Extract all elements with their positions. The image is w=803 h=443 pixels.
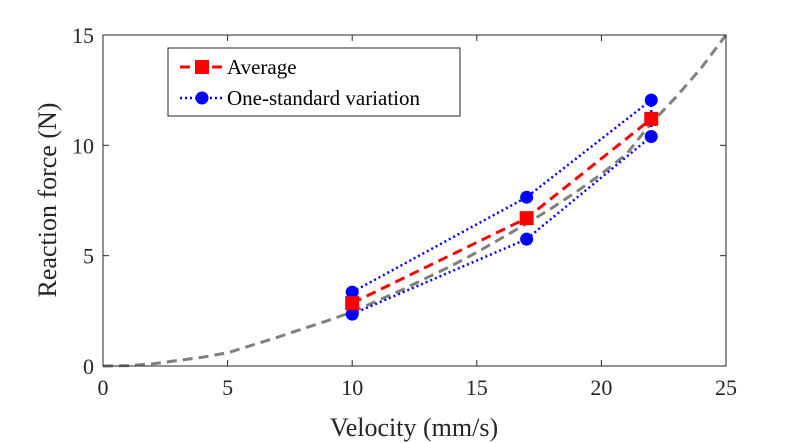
std-upper-point <box>345 285 359 299</box>
std-lower-point <box>520 232 534 246</box>
average-point <box>519 211 534 226</box>
y-tick-label: 15 <box>72 23 94 48</box>
y-tick-label: 10 <box>72 133 94 158</box>
legend-box <box>167 47 461 117</box>
x-tick-label: 0 <box>98 375 109 400</box>
fit-curve <box>102 34 728 368</box>
std-lower-line <box>351 135 652 316</box>
legend-average-marker <box>195 60 209 74</box>
std-lower-point <box>644 130 658 144</box>
std-lower-point <box>345 307 359 321</box>
legend-average-label: Average <box>227 55 297 79</box>
std-upper-point <box>520 190 534 204</box>
x-axis-label: Velocity (mm/s) <box>330 413 498 442</box>
y-axis: 0 5 10 15 <box>72 23 726 379</box>
plot-area <box>102 34 728 368</box>
std-upper-point <box>644 93 658 107</box>
x-tick-label: 20 <box>590 375 612 400</box>
average-point <box>345 296 360 311</box>
x-tick-label: 10 <box>341 375 363 400</box>
y-tick-label: 5 <box>83 244 94 269</box>
y-axis-label: Reaction force (N) <box>33 103 62 298</box>
legend-std-marker <box>195 91 209 105</box>
x-tick-label: 25 <box>715 375 737 400</box>
x-tick-label: 5 <box>222 375 233 400</box>
std-upper-line <box>351 99 652 294</box>
average-point <box>644 111 659 126</box>
legend: Average One-standard variation <box>167 47 461 117</box>
x-tick-label: 15 <box>466 375 488 400</box>
y-tick-label: 0 <box>83 354 94 379</box>
x-axis: 0 5 10 15 20 25 <box>98 35 737 400</box>
legend-std-label: One-standard variation <box>227 86 421 110</box>
axes-frame <box>102 34 727 367</box>
